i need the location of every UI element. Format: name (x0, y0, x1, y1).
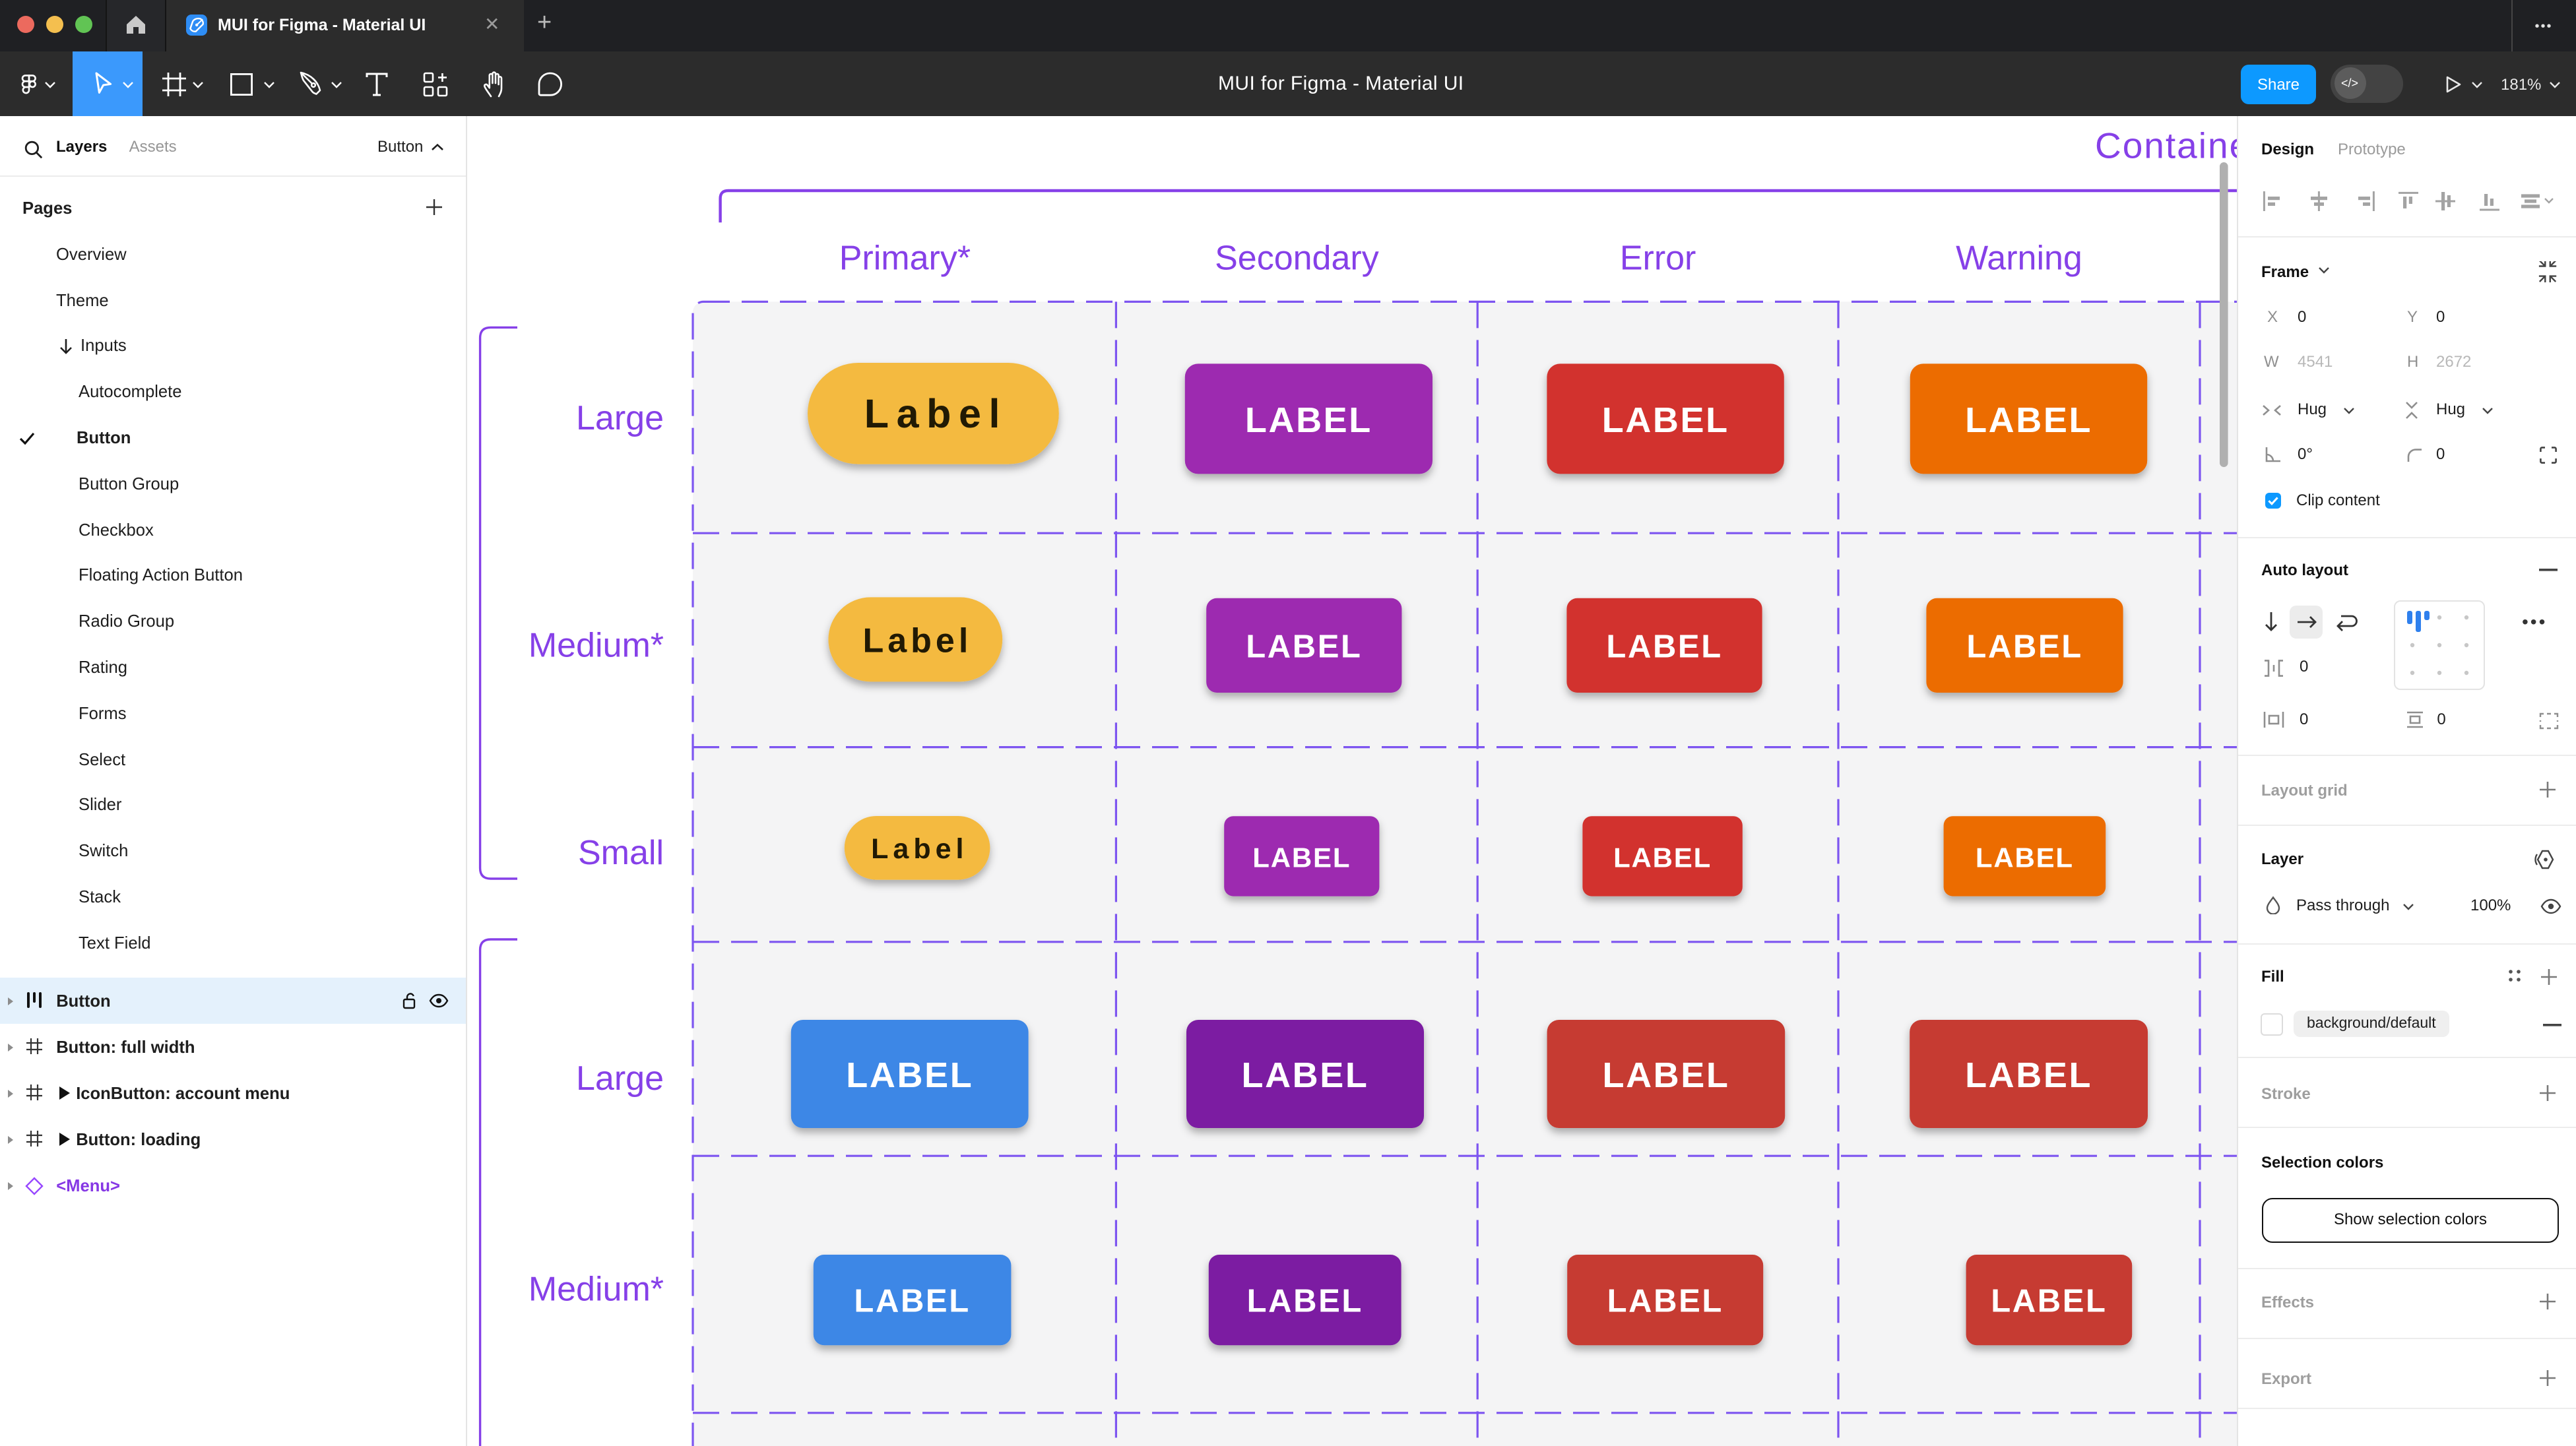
svg-text:LABEL: LABEL (1245, 400, 1372, 440)
svg-text:LABEL: LABEL (1965, 400, 2092, 440)
svg-text:Label: Label (871, 833, 968, 865)
svg-text:LABEL: LABEL (1965, 1055, 2092, 1095)
svg-text:LABEL: LABEL (854, 1284, 970, 1319)
svg-text:Warning: Warning (1956, 239, 2082, 278)
svg-text:LABEL: LABEL (1613, 842, 1712, 873)
svg-text:Small: Small (578, 834, 664, 872)
svg-text:LABEL: LABEL (1966, 629, 2082, 664)
svg-text:Contained: Contained (2095, 125, 2237, 166)
svg-text:LABEL: LABEL (1602, 400, 1729, 440)
svg-text:LABEL: LABEL (1607, 1284, 1723, 1319)
svg-text:LABEL: LABEL (846, 1055, 973, 1095)
svg-text:LABEL: LABEL (1246, 629, 1362, 664)
svg-text:Label: Label (864, 391, 1008, 436)
svg-text:LABEL: LABEL (1603, 1055, 1730, 1095)
svg-text:LABEL: LABEL (1252, 842, 1351, 873)
svg-text:Secondary: Secondary (1215, 239, 1379, 278)
svg-text:Error: Error (1620, 239, 1696, 278)
svg-text:LABEL: LABEL (1247, 1284, 1363, 1319)
svg-text:LABEL: LABEL (1606, 629, 1722, 664)
svg-text:LABEL: LABEL (1976, 842, 2074, 873)
svg-text:Large: Large (576, 399, 664, 437)
svg-text:Label: Label (862, 621, 972, 660)
svg-text:LABEL: LABEL (1242, 1055, 1369, 1095)
svg-text:LABEL: LABEL (1991, 1284, 2107, 1319)
svg-text:Medium*: Medium* (529, 626, 664, 664)
svg-text:Medium*: Medium* (529, 1270, 664, 1308)
svg-text:Large: Large (576, 1059, 664, 1098)
svg-text:Primary*: Primary* (839, 239, 971, 278)
